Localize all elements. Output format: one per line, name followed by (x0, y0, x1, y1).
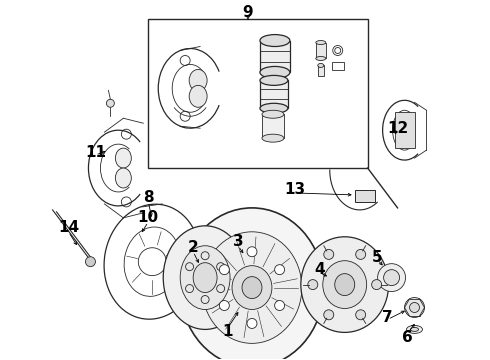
Circle shape (356, 310, 366, 320)
Circle shape (274, 301, 285, 310)
Circle shape (410, 302, 419, 312)
Circle shape (106, 99, 114, 107)
Ellipse shape (262, 134, 284, 142)
Ellipse shape (115, 148, 131, 168)
Circle shape (220, 301, 229, 310)
Ellipse shape (232, 266, 272, 310)
Text: 3: 3 (233, 234, 244, 249)
Ellipse shape (242, 276, 262, 298)
Text: 7: 7 (382, 310, 393, 325)
Circle shape (220, 265, 229, 275)
Ellipse shape (323, 261, 367, 309)
Circle shape (247, 247, 257, 257)
Ellipse shape (180, 208, 324, 360)
Bar (332, 62, 343, 71)
Ellipse shape (180, 246, 230, 310)
Bar (394, 112, 415, 148)
Bar (260, 41, 290, 72)
Circle shape (308, 280, 318, 289)
Ellipse shape (260, 35, 290, 46)
Bar (318, 66, 324, 76)
Text: 1: 1 (223, 324, 233, 339)
Text: 4: 4 (315, 262, 325, 277)
Ellipse shape (189, 69, 207, 91)
Ellipse shape (384, 270, 399, 285)
Text: 13: 13 (284, 183, 305, 198)
Ellipse shape (115, 168, 131, 188)
Ellipse shape (407, 325, 422, 333)
Circle shape (247, 319, 257, 328)
Ellipse shape (193, 263, 217, 293)
Circle shape (324, 310, 334, 320)
Circle shape (274, 265, 285, 275)
Ellipse shape (411, 328, 418, 332)
Circle shape (324, 249, 334, 260)
Circle shape (356, 249, 366, 260)
Ellipse shape (335, 274, 355, 296)
Bar (148, 19, 368, 168)
Circle shape (405, 298, 424, 318)
Ellipse shape (260, 67, 290, 78)
Ellipse shape (318, 63, 324, 67)
Bar (260, 80, 288, 108)
Bar (316, 42, 326, 58)
Ellipse shape (163, 226, 247, 329)
Circle shape (371, 280, 382, 289)
Ellipse shape (316, 41, 326, 45)
Text: 5: 5 (372, 250, 383, 265)
Ellipse shape (301, 237, 389, 332)
Text: 10: 10 (138, 210, 159, 225)
Text: 12: 12 (387, 121, 408, 136)
Circle shape (85, 257, 96, 267)
Bar (355, 190, 375, 202)
Ellipse shape (202, 232, 302, 343)
Text: 6: 6 (402, 330, 413, 345)
Ellipse shape (316, 57, 326, 60)
Ellipse shape (189, 85, 207, 107)
Text: 14: 14 (58, 220, 79, 235)
Text: 11: 11 (85, 145, 106, 159)
Ellipse shape (262, 110, 284, 118)
Bar (262, 114, 284, 138)
Text: 2: 2 (188, 240, 198, 255)
Text: 8: 8 (143, 190, 153, 206)
Ellipse shape (260, 103, 288, 113)
Ellipse shape (260, 75, 288, 85)
Text: 9: 9 (243, 5, 253, 20)
Ellipse shape (378, 264, 406, 292)
